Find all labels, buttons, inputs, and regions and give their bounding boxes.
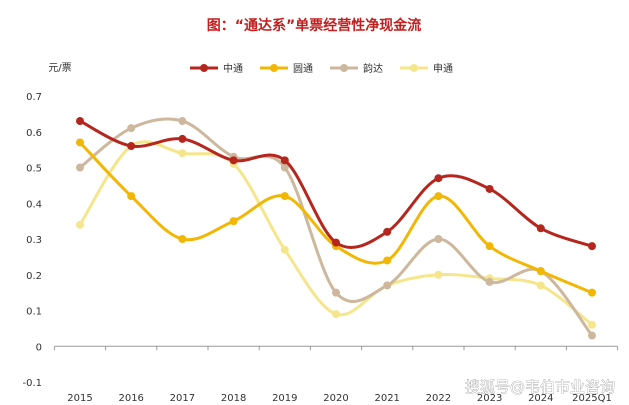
x-tick-label: 2015 <box>67 393 92 404</box>
data-point <box>434 270 443 279</box>
data-point <box>588 288 596 297</box>
legend-marker <box>410 64 418 72</box>
data-point <box>434 235 443 243</box>
data-point <box>536 281 545 290</box>
series-lines <box>76 117 596 340</box>
data-point <box>127 142 136 151</box>
data-point <box>76 220 84 229</box>
x-tick-label: 2016 <box>118 393 143 404</box>
x-tick-label: 2021 <box>374 393 399 404</box>
data-point <box>332 238 340 247</box>
legend-label: 申通 <box>433 62 453 75</box>
data-point <box>332 288 340 297</box>
data-point <box>76 163 84 172</box>
series-line-2 <box>78 117 594 338</box>
data-point <box>127 192 136 201</box>
y-tick-label: 0 <box>36 342 42 353</box>
y-tick-label: 0.6 <box>26 128 42 139</box>
legend-label: 圆通 <box>293 63 313 75</box>
data-point <box>280 163 289 172</box>
watermark: 搜狐号@韦伯市业咨询 <box>465 378 615 396</box>
data-point <box>229 156 238 165</box>
data-point <box>280 156 289 165</box>
data-point <box>485 242 494 251</box>
x-axis: 2015 2016 2017 2018 2019 2020 2021 2022 2023 2024… <box>53 345 619 404</box>
data-point <box>127 124 136 133</box>
legend-marker <box>270 64 278 72</box>
y-tick-label: 0.5 <box>26 164 42 175</box>
data-point <box>280 245 289 254</box>
legend-marker <box>200 64 208 72</box>
data-point <box>434 174 443 183</box>
y-tick-label: 0.2 <box>26 271 42 282</box>
y-tick-label: 0.7 <box>26 92 42 103</box>
data-point <box>178 117 187 126</box>
legend: 中通 圆通 韵达 申通 <box>190 62 453 75</box>
y-tick-label: 0.4 <box>26 199 42 210</box>
data-point <box>178 149 187 158</box>
data-point <box>229 217 238 226</box>
x-tick-label: 2022 <box>426 393 451 404</box>
data-point <box>588 242 596 251</box>
data-point <box>383 227 392 236</box>
y-axis-unit-label: 元/票 <box>48 62 71 74</box>
data-point <box>332 310 340 319</box>
data-point <box>485 277 494 286</box>
legend-label: 中通 <box>223 62 243 75</box>
legend-marker <box>340 64 348 72</box>
series-line-1 <box>78 140 594 295</box>
data-point <box>178 134 187 143</box>
data-point <box>434 192 443 201</box>
x-tick-label: 2024 <box>528 393 553 404</box>
legend-label: 韵达 <box>363 62 383 75</box>
x-tick-label: 2018 <box>221 393 246 404</box>
x-tick-label: 2020 <box>323 393 348 404</box>
x-tick-label: 2025Q1 <box>572 393 612 404</box>
data-point <box>588 331 596 340</box>
data-point <box>588 320 596 329</box>
data-point <box>485 184 494 193</box>
data-point <box>536 267 545 276</box>
y-tick-label: -0.1 <box>22 378 42 389</box>
y-axis-ticks: -0.1 0 0.1 0.2 0.3 0.4 0.5 0.6 0.7 <box>22 92 42 389</box>
data-point <box>76 117 84 126</box>
chart-title: 图：“通达系”单票经营性净现金流 <box>207 17 421 34</box>
x-tick-label: 2023 <box>477 393 502 404</box>
data-point <box>178 235 187 243</box>
x-tick-label: 2017 <box>170 393 195 404</box>
data-point <box>383 281 392 290</box>
data-point <box>76 138 84 147</box>
x-tick-label: 2019 <box>272 393 297 404</box>
data-point <box>280 192 289 201</box>
series-line-3 <box>78 140 594 327</box>
series-line-0 <box>78 119 594 249</box>
y-tick-label: 0.1 <box>26 307 42 318</box>
data-point <box>383 256 392 265</box>
y-tick-label: 0.3 <box>26 235 42 246</box>
data-point <box>536 224 545 233</box>
